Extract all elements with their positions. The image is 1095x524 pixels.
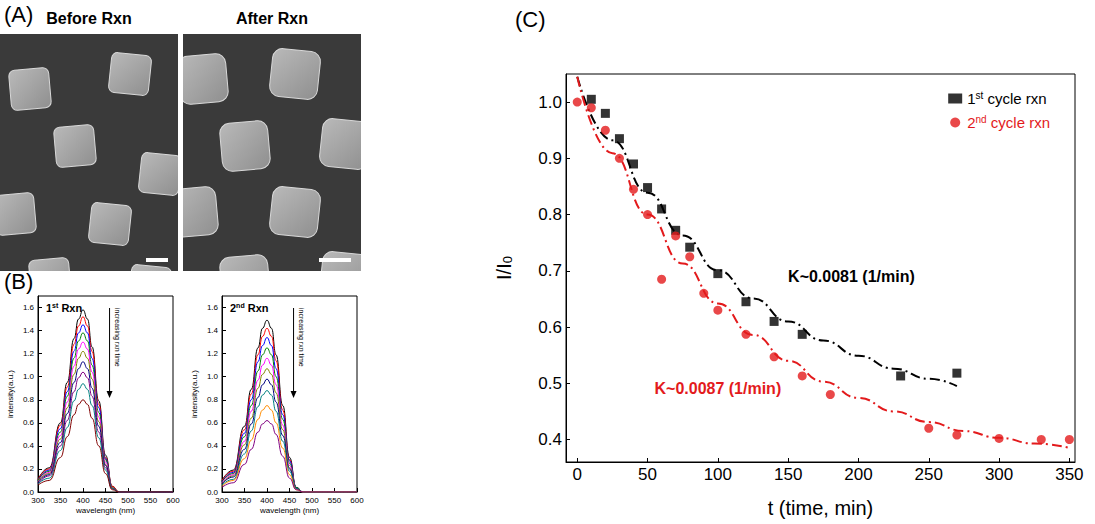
svg-text:1.2: 1.2 <box>23 349 35 358</box>
svg-text:1.6: 1.6 <box>207 303 219 312</box>
svg-text:1.4: 1.4 <box>23 326 35 335</box>
svg-text:50: 50 <box>638 465 657 484</box>
svg-text:cycle rxn: cycle rxn <box>983 90 1046 107</box>
svg-text:1: 1 <box>967 90 975 107</box>
svg-text:0.4: 0.4 <box>538 430 562 449</box>
svg-text:400: 400 <box>260 496 274 505</box>
svg-text:0.5: 0.5 <box>538 374 562 393</box>
svg-text:0.6: 0.6 <box>23 418 35 427</box>
svg-text:Rxn: Rxn <box>58 302 82 314</box>
svg-text:0: 0 <box>573 465 582 484</box>
svg-text:500: 500 <box>121 496 135 505</box>
svg-text:t (time, min): t (time, min) <box>768 497 874 519</box>
svg-text:550: 550 <box>144 496 158 505</box>
svg-text:(C): (C) <box>515 7 546 32</box>
svg-text:1.0: 1.0 <box>207 372 219 381</box>
svg-text:(A): (A) <box>4 2 33 27</box>
svg-text:1.6: 1.6 <box>23 303 35 312</box>
svg-text:350: 350 <box>1055 465 1083 484</box>
svg-text:increasing rxn time: increasing rxn time <box>113 308 121 367</box>
svg-text:st: st <box>975 89 984 101</box>
svg-text:0.2: 0.2 <box>23 464 35 473</box>
svg-text:0: 0 <box>500 256 515 263</box>
svg-text:intensity(a.u.): intensity(a.u.) <box>6 370 15 418</box>
svg-text:2: 2 <box>230 302 237 314</box>
svg-text:0.0: 0.0 <box>22 487 34 497</box>
svg-text:0.8: 0.8 <box>23 395 35 404</box>
svg-text:Rxn: Rxn <box>245 302 269 314</box>
svg-text:300: 300 <box>985 465 1013 484</box>
svg-text:0.9: 0.9 <box>538 149 562 168</box>
svg-text:400: 400 <box>76 496 90 505</box>
html-text:1st: 1st <box>46 302 59 314</box>
svg-text:300: 300 <box>31 496 45 505</box>
svg-text:100: 100 <box>704 465 732 484</box>
svg-text:increasing rxn time: increasing rxn time <box>297 308 305 367</box>
svg-text:600: 600 <box>350 496 364 505</box>
svg-text:0.4: 0.4 <box>207 441 219 450</box>
svg-text:(B): (B) <box>4 269 33 294</box>
svg-text:350: 350 <box>54 496 68 505</box>
svg-text:550: 550 <box>328 496 342 505</box>
svg-text:0.2: 0.2 <box>207 464 219 473</box>
svg-text:intensity(a.u.): intensity(a.u.) <box>190 370 199 418</box>
svg-text:K~0.0087 (1/min): K~0.0087 (1/min) <box>654 380 781 397</box>
svg-text:0.7: 0.7 <box>538 261 562 280</box>
svg-text:0.6: 0.6 <box>207 418 219 427</box>
svg-text:150: 150 <box>774 465 802 484</box>
svg-text:2: 2 <box>967 114 975 131</box>
svg-text:1.0: 1.0 <box>23 372 35 381</box>
svg-text:200: 200 <box>844 465 872 484</box>
svg-text:450: 450 <box>99 496 113 505</box>
svg-text:nd: nd <box>236 302 245 309</box>
svg-text:wavelength (nm): wavelength (nm) <box>75 506 135 515</box>
svg-text:500: 500 <box>305 496 319 505</box>
svg-text:0.8: 0.8 <box>207 395 219 404</box>
svg-text:450: 450 <box>283 496 297 505</box>
svg-text:300: 300 <box>215 496 229 505</box>
svg-text:0.4: 0.4 <box>23 441 35 450</box>
svg-text:1.0: 1.0 <box>538 93 562 112</box>
svg-text:I/I: I/I <box>493 263 515 280</box>
svg-text:600: 600 <box>166 496 180 505</box>
svg-text:After Rxn: After Rxn <box>236 10 308 27</box>
svg-text:0.8: 0.8 <box>538 205 562 224</box>
svg-text:cycle rxn: cycle rxn <box>987 114 1050 131</box>
svg-text:wavelength (nm): wavelength (nm) <box>259 506 319 515</box>
svg-text:nd: nd <box>976 114 987 125</box>
svg-text:Before Rxn: Before Rxn <box>46 10 131 27</box>
svg-text:0.0: 0.0 <box>206 487 218 497</box>
svg-text:250: 250 <box>915 465 943 484</box>
svg-text:350: 350 <box>238 496 252 505</box>
svg-text:1.2: 1.2 <box>207 349 219 358</box>
svg-text:1.4: 1.4 <box>207 326 219 335</box>
svg-text:K~0.0081 (1/min): K~0.0081 (1/min) <box>788 268 915 285</box>
svg-text:0.6: 0.6 <box>538 318 562 337</box>
